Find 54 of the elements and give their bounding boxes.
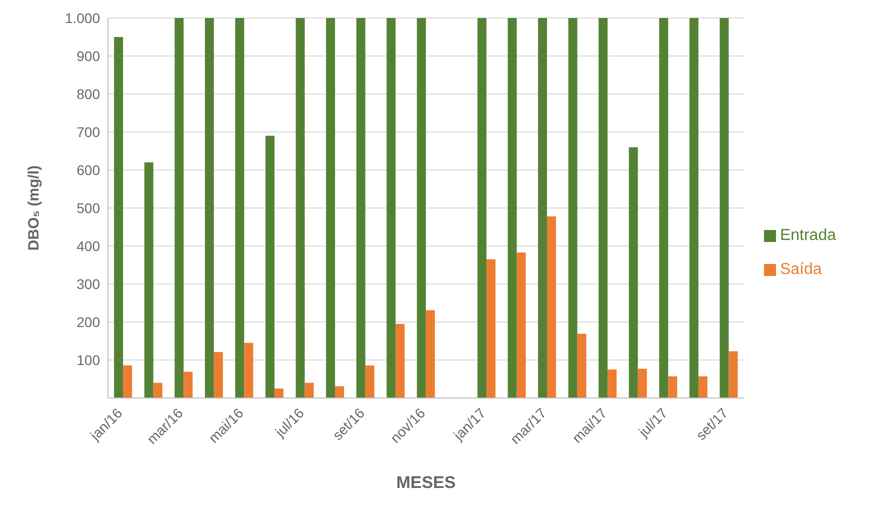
- bar: [577, 334, 586, 398]
- bar: [174, 18, 184, 398]
- legend-label: Saída: [780, 261, 822, 278]
- y-tick-label: 900: [76, 48, 100, 64]
- y-tick-label: 100: [76, 352, 100, 368]
- bar: [326, 18, 336, 398]
- bar: [568, 18, 578, 398]
- y-tick-label: 500: [76, 200, 100, 216]
- bar: [508, 18, 517, 398]
- bar: [547, 216, 556, 398]
- bar: [628, 147, 638, 398]
- bar: [123, 365, 132, 398]
- y-tick-label: 800: [76, 86, 100, 102]
- bar: [659, 18, 668, 398]
- bar: [153, 382, 162, 398]
- bar: [598, 18, 608, 398]
- bar: [720, 18, 729, 398]
- bar: [184, 372, 193, 398]
- bar: [728, 351, 738, 398]
- legend-label: Entrada: [780, 227, 836, 244]
- bar: [416, 18, 426, 398]
- bar: [365, 365, 374, 398]
- bar: [608, 370, 617, 398]
- bar: [244, 342, 254, 398]
- bar: [335, 386, 344, 398]
- y-axis-title: DBO₅ (mg/l): [25, 165, 42, 251]
- y-tick-label: 1.000: [64, 10, 100, 26]
- bar: [144, 162, 154, 398]
- bar: [356, 18, 366, 398]
- y-tick-label: 700: [76, 124, 100, 140]
- x-axis-title: MESES: [396, 473, 456, 492]
- bar: [477, 18, 486, 398]
- y-tick-label: 200: [76, 314, 100, 330]
- y-tick-label: 400: [76, 238, 100, 254]
- bar: [668, 376, 678, 398]
- bar: [638, 368, 647, 398]
- y-tick-label: 600: [76, 162, 100, 178]
- y-tick-label: 300: [76, 276, 100, 292]
- bar: [204, 18, 214, 398]
- bar: [538, 18, 548, 398]
- bar: [689, 18, 698, 398]
- bar: [486, 259, 496, 398]
- bar: [296, 18, 305, 398]
- bar: [214, 352, 223, 398]
- bar: [304, 382, 314, 398]
- bar: [516, 252, 526, 398]
- bar: [274, 388, 284, 398]
- bar: [386, 18, 396, 398]
- bar: [265, 136, 274, 398]
- bar: [235, 18, 244, 398]
- bar: [698, 376, 708, 398]
- bar: [396, 324, 405, 398]
- bar: [426, 310, 435, 398]
- bar: [114, 37, 124, 398]
